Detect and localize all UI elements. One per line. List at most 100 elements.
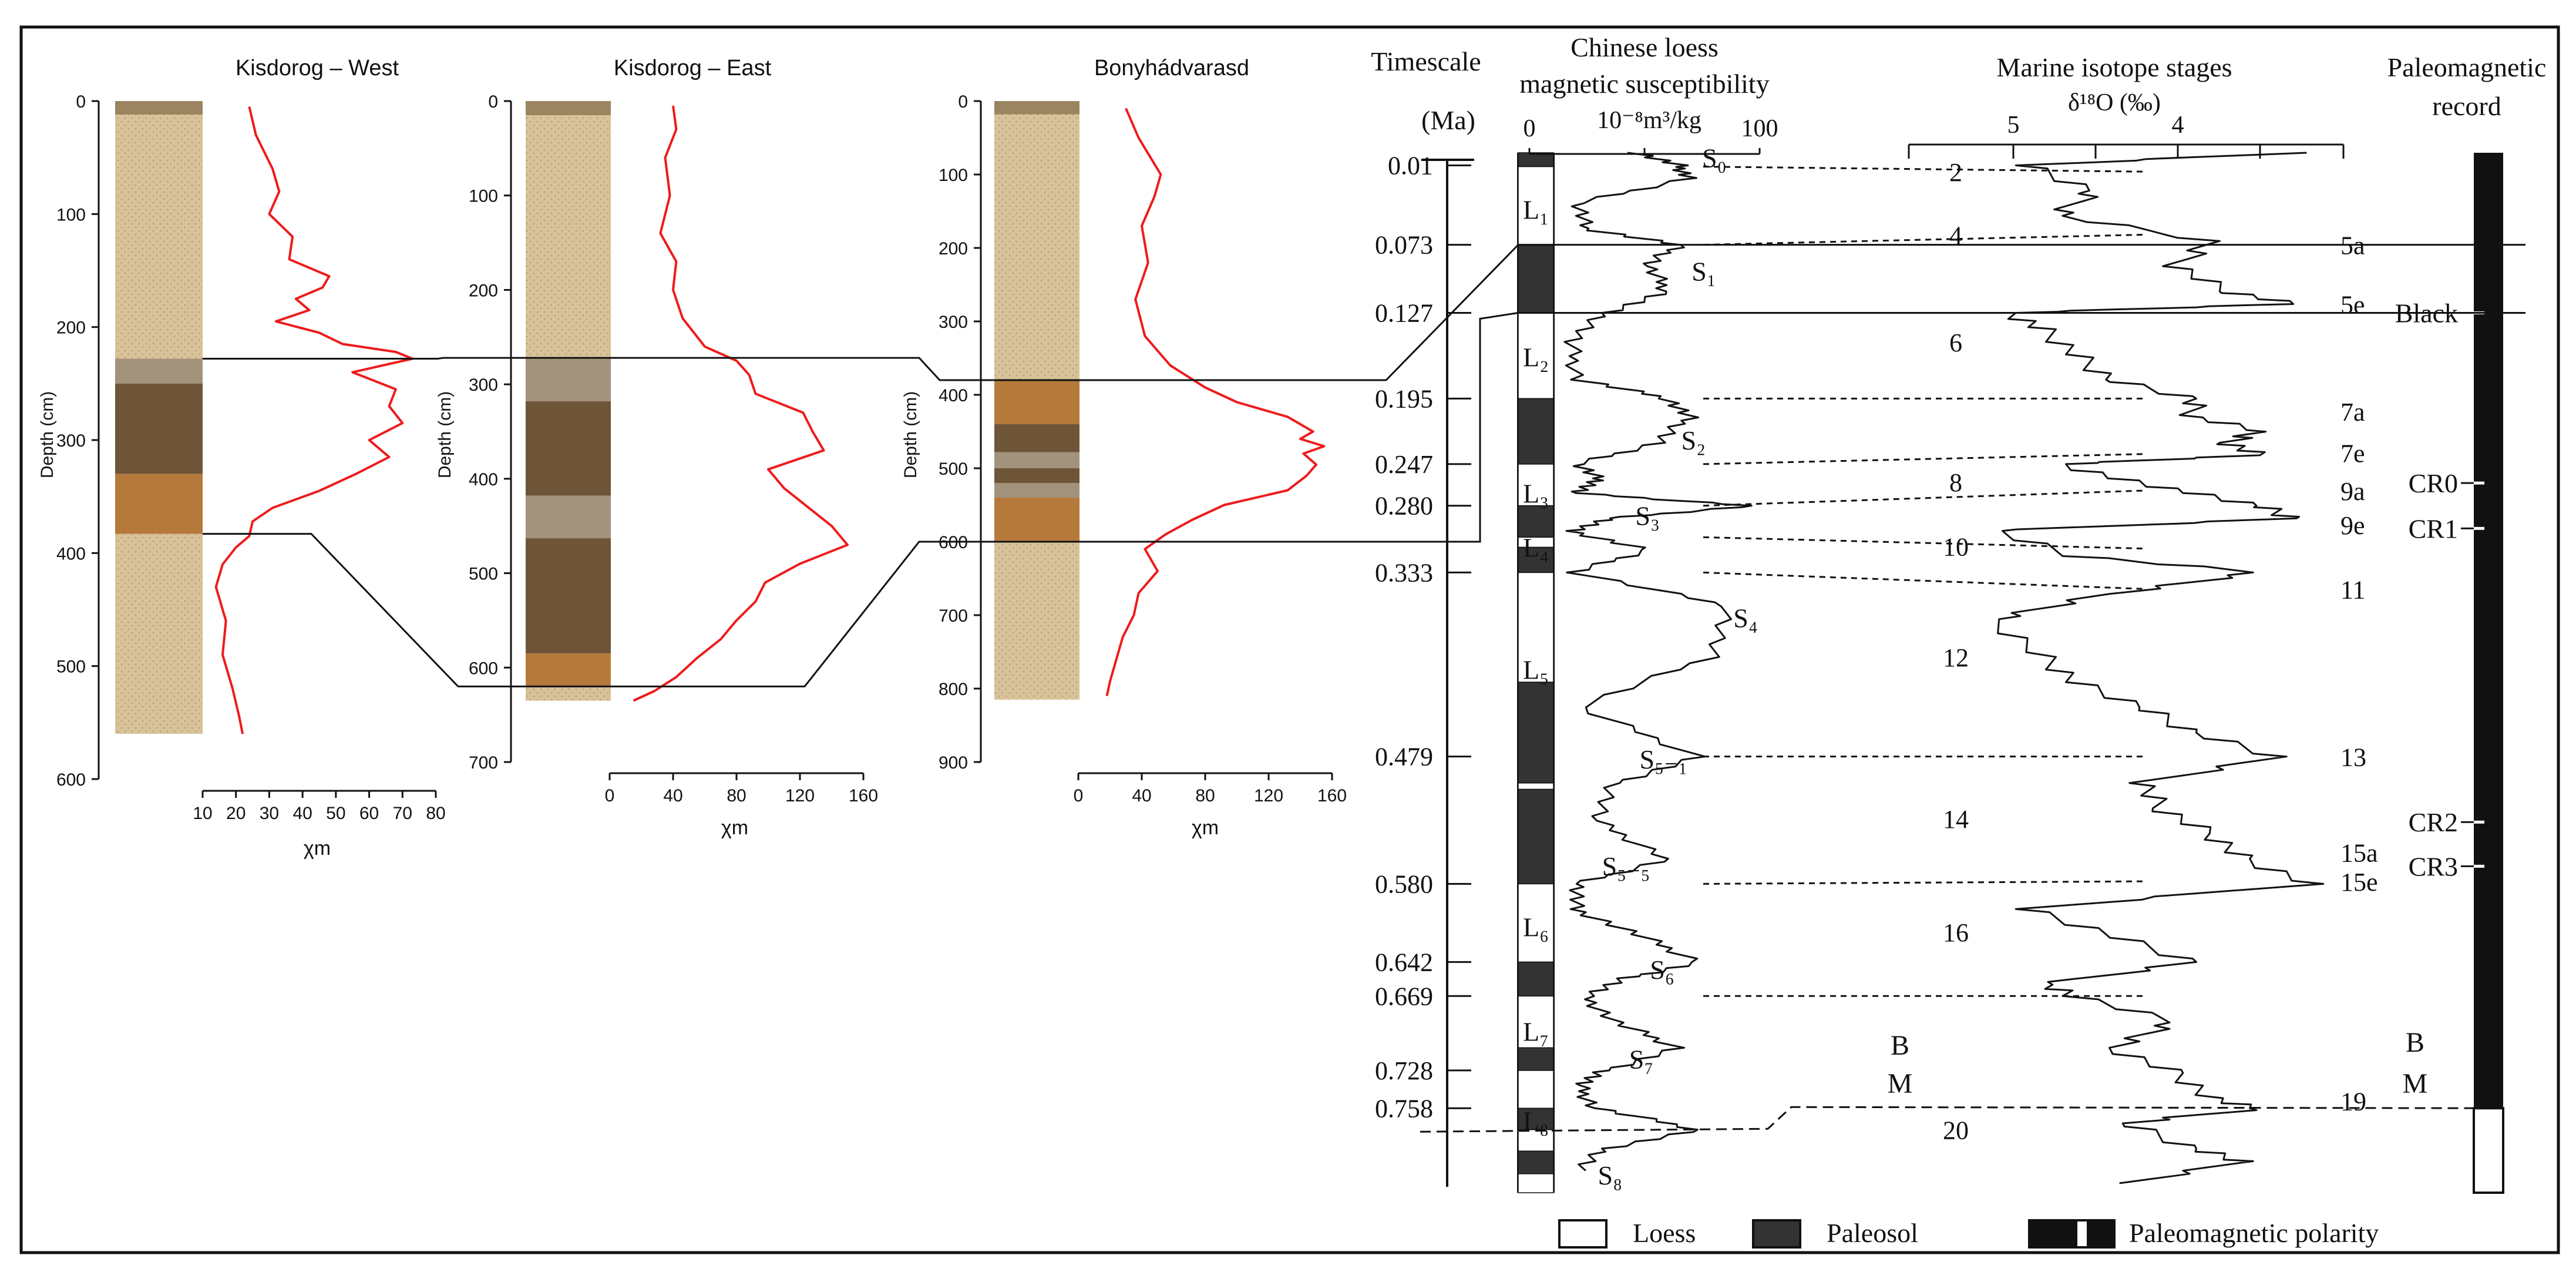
column-loess <box>1518 1129 1554 1152</box>
mis-correlation-dash <box>1703 571 2144 590</box>
y-tick-label: 400 <box>469 470 498 489</box>
brunhes-matuyama-boundary <box>1420 1106 2504 1133</box>
legend-polarity-swatch-normal-2 <box>2087 1219 2116 1249</box>
x-tick-label: 50 <box>326 804 345 823</box>
soil-unit-label: S₅₋₁ <box>1640 744 1688 774</box>
loess-tick-0: 0 <box>1524 115 1536 142</box>
marine-isotope-panel: Marine isotope stages δ¹⁸O (‰) 5 4 24 5a5… <box>1703 52 2378 1184</box>
column-unit-label: L₆ <box>1523 912 1549 942</box>
y-axis-label: Depth (cm) <box>38 391 57 478</box>
soil-unit-label: S₁ <box>1691 257 1716 287</box>
y-tick-label: 500 <box>469 565 498 584</box>
bm-b-label-mid: B <box>1891 1030 1909 1061</box>
x-tick-label: 0 <box>605 786 615 806</box>
column-loess <box>1518 883 1554 963</box>
x-tick-label: 80 <box>426 804 445 823</box>
column-loess <box>1518 1173 1554 1193</box>
y-tick-label: 600 <box>56 770 86 790</box>
column-layer-paleosol-orange <box>994 380 1080 424</box>
mis-stage-label: 20 <box>1943 1116 1969 1145</box>
column-unit-label: L₁ <box>1523 195 1549 225</box>
timescale-age-label: 0.479 <box>1375 743 1433 771</box>
soil-unit-label: S₀ <box>1702 143 1727 173</box>
column-layer-paleosol-dark <box>526 538 611 654</box>
column-loess <box>1518 1070 1554 1109</box>
loess-title-line2: magnetic susceptibility <box>1519 69 1769 99</box>
column-paleosol <box>1518 1047 1554 1071</box>
paleomag-event-label: CR3 <box>2409 851 2458 881</box>
x-tick-label: 160 <box>1317 786 1347 806</box>
mis-stage-label: 16 <box>1943 918 1969 947</box>
y-tick-label: 500 <box>939 459 968 479</box>
paleomag-event-label: CR2 <box>2409 807 2458 837</box>
column-unit-label: L₅ <box>1523 655 1549 685</box>
column-layer-paleosol-dark <box>526 401 611 496</box>
paleomag-event-label: CR0 <box>2409 468 2458 498</box>
mis-unit: δ¹⁸O (‰) <box>2068 89 2161 116</box>
correlation-lines <box>203 244 1519 687</box>
y-tick-label: 300 <box>469 375 498 395</box>
column-layer-topsoil <box>994 101 1080 115</box>
y-tick-label: 100 <box>939 166 968 185</box>
soil-unit-label: S₈ <box>1598 1160 1623 1190</box>
soil-unit-label: S₃ <box>1635 501 1660 531</box>
mis-correlation-dash <box>1703 536 2144 550</box>
chinese-loess-panel: Chinese loess magnetic susceptibility 10… <box>1517 32 1778 1193</box>
x-tick-label: 70 <box>393 804 412 823</box>
column-loess <box>1518 464 1554 506</box>
x-tick-label: 10 <box>193 804 212 823</box>
loess-susceptibility-curve <box>1563 152 1753 1172</box>
timescale-age-label: 0.280 <box>1375 492 1433 521</box>
y-axis-label: Depth (cm) <box>435 391 455 478</box>
column-layer-transition <box>994 483 1080 498</box>
timescale-age-label: 0.642 <box>1375 948 1433 976</box>
y-tick-label: 900 <box>939 753 968 773</box>
y-tick-label: 0 <box>488 92 498 112</box>
paleomag-title-line1: Paleomagnetic <box>2387 52 2547 82</box>
mis-correlation-dash <box>1703 489 2144 507</box>
soil-unit-label: S₆ <box>1650 955 1674 985</box>
column-layer-loess <box>526 686 611 701</box>
column-paleosol <box>1518 788 1554 885</box>
column-layer-paleosol-dark <box>115 383 203 474</box>
timescale-age-label: 0.127 <box>1375 298 1433 327</box>
column-paleosol <box>1518 682 1554 784</box>
loess-tick-100: 100 <box>1741 115 1778 142</box>
soil-unit-label: S₄ <box>1733 603 1758 633</box>
column-layer-loess <box>115 115 203 359</box>
column-layer-paleosol-orange <box>526 653 611 687</box>
mis-correlation-dash <box>1703 453 2144 465</box>
mis-correlation-dash <box>1703 166 2144 173</box>
column-paleosol <box>1518 961 1554 997</box>
x-tick-label: 80 <box>727 786 746 806</box>
normal-polarity-band <box>2474 153 2503 1109</box>
marine-isotope-curve <box>1997 152 2325 1184</box>
y-tick-label: 100 <box>469 187 498 206</box>
column-paleosol <box>1518 152 1554 167</box>
x-tick-label: 120 <box>785 786 815 806</box>
correlation-line-top <box>203 244 1519 381</box>
x-tick-label: 160 <box>849 786 878 806</box>
y-tick-label: 200 <box>469 281 498 300</box>
y-tick-label: 500 <box>56 657 86 677</box>
timescale-age-label: 0.333 <box>1375 558 1433 587</box>
chi-curve <box>633 105 849 702</box>
y-tick-label: 200 <box>939 239 968 259</box>
mis-stage-label: 14 <box>1943 805 1969 834</box>
mis-stage-label: 11 <box>2340 575 2365 604</box>
mis-stage-label: 8 <box>1949 468 1962 497</box>
paleomag-b-label: B <box>2406 1027 2424 1058</box>
mis-stage-label: 10 <box>1943 532 1969 561</box>
mis-correlation-dash <box>1703 233 2144 246</box>
timescale-age-label: 0.195 <box>1375 384 1433 413</box>
legend-polarity-swatch-normal <box>2028 1219 2077 1249</box>
mis-stage-label: 6 <box>1949 328 1962 357</box>
profile-title: Kisdorog – East <box>614 56 772 80</box>
mis-stage-label: 2 <box>1949 158 1962 187</box>
column-unit-label: L₄ <box>1523 533 1549 563</box>
column-layer-loess <box>115 533 203 734</box>
column-loess <box>1518 782 1554 790</box>
column-layer-paleosol-dark <box>994 424 1080 452</box>
column-layer-topsoil <box>115 101 203 115</box>
